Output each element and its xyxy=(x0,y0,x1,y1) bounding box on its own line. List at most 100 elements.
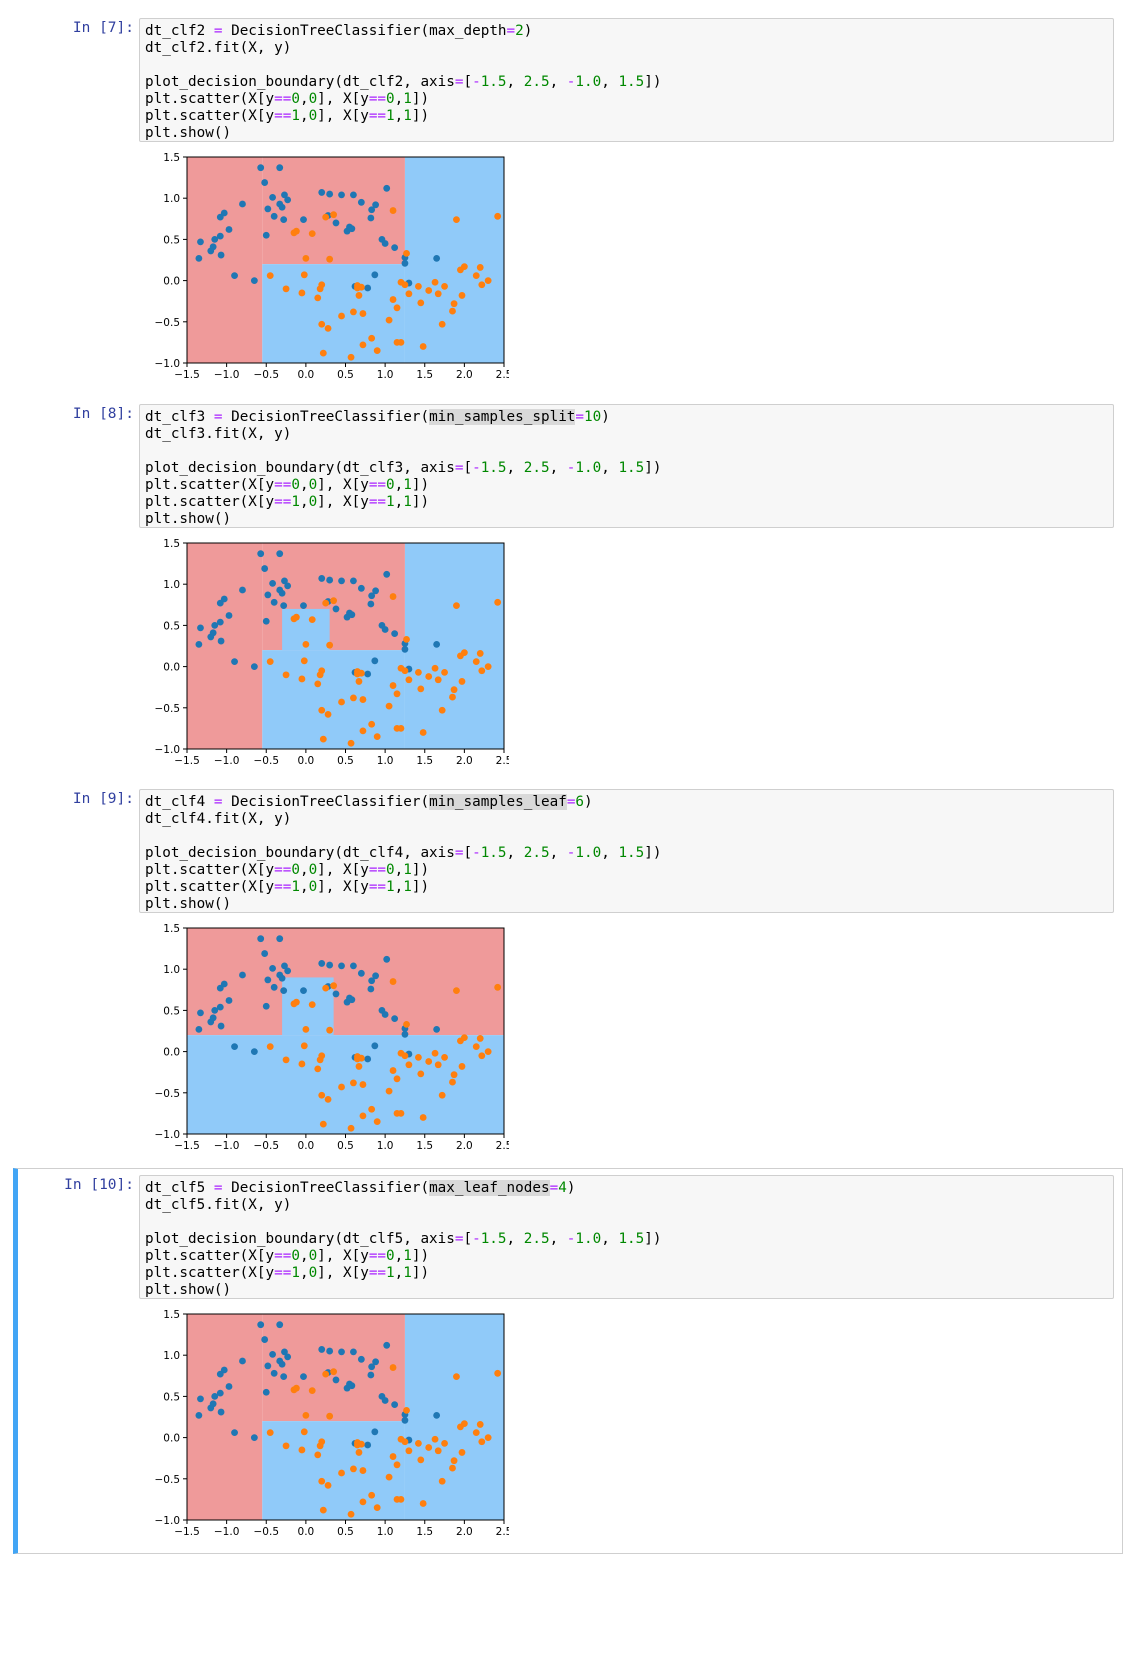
y-tick-label: 1.5 xyxy=(163,924,180,935)
decision-region-class-1 xyxy=(404,543,504,749)
code-token: 1.0 xyxy=(575,460,602,476)
code-token: - xyxy=(566,1231,576,1247)
scatter-point-class-0 xyxy=(216,232,224,240)
code-token: 1.5 xyxy=(618,845,645,861)
scatter-point-class-0 xyxy=(284,967,292,975)
x-tick-label: −1.5 xyxy=(174,369,200,381)
y-tick-label: 1.5 xyxy=(163,1310,180,1321)
scatter-point-class-1 xyxy=(322,599,330,607)
scatter-point-class-1 xyxy=(314,680,322,688)
code-token: 0 xyxy=(308,477,318,493)
scatter-point-class-1 xyxy=(355,678,363,685)
code-token: ], X[y xyxy=(317,477,369,493)
scatter-point-class-0 xyxy=(264,1362,272,1370)
x-tick-label: 2.5 xyxy=(496,755,509,767)
code-token: ]) xyxy=(411,91,430,107)
scatter-point-class-0 xyxy=(326,576,334,584)
scatter-point-class-1 xyxy=(347,1510,355,1518)
scatter-point-class-1 xyxy=(347,1124,355,1132)
x-tick-label: 0.5 xyxy=(337,755,354,767)
code-editor[interactable]: dt_clf4 = DecisionTreeClassifier(min_sam… xyxy=(139,789,1114,913)
code-token: = xyxy=(213,409,223,425)
code-token: = xyxy=(454,845,464,861)
code-cell[interactable]: In [10]: dt_clf5 = DecisionTreeClassifier… xyxy=(13,1168,1123,1554)
code-token: 6 xyxy=(575,794,585,810)
code-line: dt_clf4.fit(X, y) xyxy=(145,811,1108,828)
code-editor[interactable]: dt_clf3 = DecisionTreeClassifier(min_sam… xyxy=(139,404,1114,528)
scatter-point-class-1 xyxy=(478,1052,486,1060)
scatter-point-class-0 xyxy=(338,577,345,585)
scatter-point-class-1 xyxy=(300,271,308,279)
code-token: dt_clf5 xyxy=(145,1180,214,1196)
scatter-point-class-1 xyxy=(338,312,345,320)
code-token: , xyxy=(601,1231,619,1247)
code-token: DecisionTreeClassifier(max_depth xyxy=(222,23,507,39)
code-line: plot_decision_boundary(dt_clf4, axis=[-1… xyxy=(145,845,1108,862)
scatter-point-class-1 xyxy=(494,598,502,606)
scatter-point-class-0 xyxy=(364,1441,372,1449)
code-editor[interactable]: dt_clf2 = DecisionTreeClassifier(max_dep… xyxy=(139,18,1114,142)
code-token: == xyxy=(368,879,387,895)
code-cell[interactable]: In [8]: dt_clf3 = DecisionTreeClassifier(… xyxy=(13,398,1123,778)
code-token: ], X[y xyxy=(317,494,369,510)
y-tick-label: 1.5 xyxy=(163,153,180,164)
scatter-point-class-0 xyxy=(225,1383,233,1390)
scatter-point-class-1 xyxy=(373,733,381,741)
code-token: = xyxy=(213,23,223,39)
scatter-point-class-1 xyxy=(415,282,422,290)
scatter-point-class-1 xyxy=(450,300,458,308)
code-token: 1 xyxy=(403,108,412,124)
code-token: dt_clf2 xyxy=(145,23,214,39)
code-cell[interactable]: In [9]: dt_clf4 = DecisionTreeClassifier(… xyxy=(13,783,1123,1163)
scatter-point-class-1 xyxy=(314,294,322,302)
code-token: 1.0 xyxy=(575,74,602,90)
y-tick-label: −0.5 xyxy=(155,703,181,715)
scatter-point-class-1 xyxy=(438,320,446,328)
scatter-point-class-0 xyxy=(368,977,376,985)
x-tick-label: 0.0 xyxy=(298,369,315,381)
scatter-point-class-1 xyxy=(373,1118,381,1126)
x-tick-label: 0.5 xyxy=(337,369,354,381)
code-token: plt.scatter(X[y xyxy=(145,494,275,510)
x-tick-label: −1.5 xyxy=(174,1140,200,1152)
scatter-point-class-1 xyxy=(298,1060,306,1068)
x-tick-label: 1.0 xyxy=(377,369,394,381)
scatter-point-class-0 xyxy=(216,618,224,626)
scatter-point-class-1 xyxy=(300,1428,308,1436)
code-cell[interactable]: In [7]: dt_clf2 = DecisionTreeClassifier(… xyxy=(13,12,1123,392)
scatter-point-class-0 xyxy=(262,617,270,625)
scatter-point-class-0 xyxy=(348,225,356,233)
scatter-point-class-1 xyxy=(431,1435,439,1443)
scatter-point-class-1 xyxy=(397,725,405,732)
code-token: 1.5 xyxy=(618,460,645,476)
code-token: == xyxy=(368,494,387,510)
scatter-point-class-1 xyxy=(318,667,326,675)
scatter-point-class-0 xyxy=(250,1048,258,1055)
scatter-point-class-1 xyxy=(450,686,458,694)
scatter-point-class-1 xyxy=(368,720,376,728)
scatter-point-class-1 xyxy=(355,1449,363,1456)
scatter-point-class-1 xyxy=(476,264,484,271)
code-token: 1 xyxy=(386,879,395,895)
scatter-point-class-0 xyxy=(209,243,217,251)
code-line: dt_clf2 = DecisionTreeClassifier(max_dep… xyxy=(145,23,1108,40)
code-token: plt.scatter(X[y xyxy=(145,1248,275,1264)
scatter-point-class-1 xyxy=(330,1368,338,1376)
scatter-point-class-0 xyxy=(225,226,233,233)
scatter-point-class-0 xyxy=(326,1347,334,1355)
scatter-point-class-0 xyxy=(231,272,238,280)
scatter-point-class-1 xyxy=(434,290,442,298)
code-token: ]) xyxy=(411,862,430,878)
scatter-point-class-0 xyxy=(195,254,203,262)
code-editor[interactable]: dt_clf5 = DecisionTreeClassifier(max_lea… xyxy=(139,1175,1114,1299)
scatter-point-class-0 xyxy=(332,219,340,227)
scatter-point-class-1 xyxy=(453,602,460,610)
y-tick-label: 1.0 xyxy=(163,964,180,976)
scatter-point-class-1 xyxy=(318,1052,326,1060)
scatter-point-class-0 xyxy=(276,935,284,943)
scatter-point-class-1 xyxy=(338,1469,345,1477)
scatter-point-class-0 xyxy=(216,1003,224,1011)
scatter-point-class-0 xyxy=(401,1030,409,1038)
scatter-point-class-1 xyxy=(460,1034,468,1041)
scatter-point-class-0 xyxy=(231,1429,238,1437)
